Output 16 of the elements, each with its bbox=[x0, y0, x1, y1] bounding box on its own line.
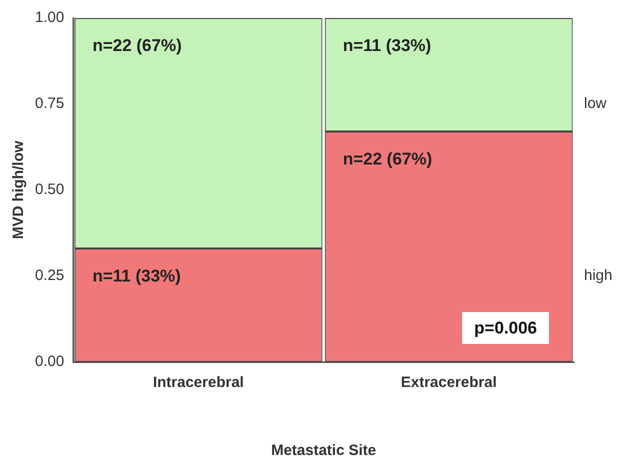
data-label: n=22 (67%) bbox=[342, 150, 432, 169]
x-tick-label: Extracerebral bbox=[400, 374, 497, 392]
series-label: high bbox=[584, 267, 612, 284]
y-tick-label: 0.50 bbox=[34, 181, 64, 198]
y-tick-label: 0.00 bbox=[34, 353, 64, 370]
x-tick-label: Intracerebral bbox=[152, 374, 244, 392]
annotation: p=0.006 bbox=[474, 318, 538, 338]
data-label: n=22 (67%) bbox=[92, 36, 182, 56]
y-tick-label: 1.00 bbox=[34, 9, 64, 26]
series-label: low bbox=[584, 95, 607, 112]
y-axis-title: MVD high/low bbox=[10, 140, 28, 240]
data-label: n=11 (33%) bbox=[92, 266, 181, 286]
y-tick-label: 0.25 bbox=[34, 267, 64, 284]
y-tick-label: 0.75 bbox=[34, 95, 64, 112]
data-label: n=11 (33%) bbox=[342, 36, 432, 56]
x-axis-title: Metastatic Site bbox=[271, 442, 376, 460]
